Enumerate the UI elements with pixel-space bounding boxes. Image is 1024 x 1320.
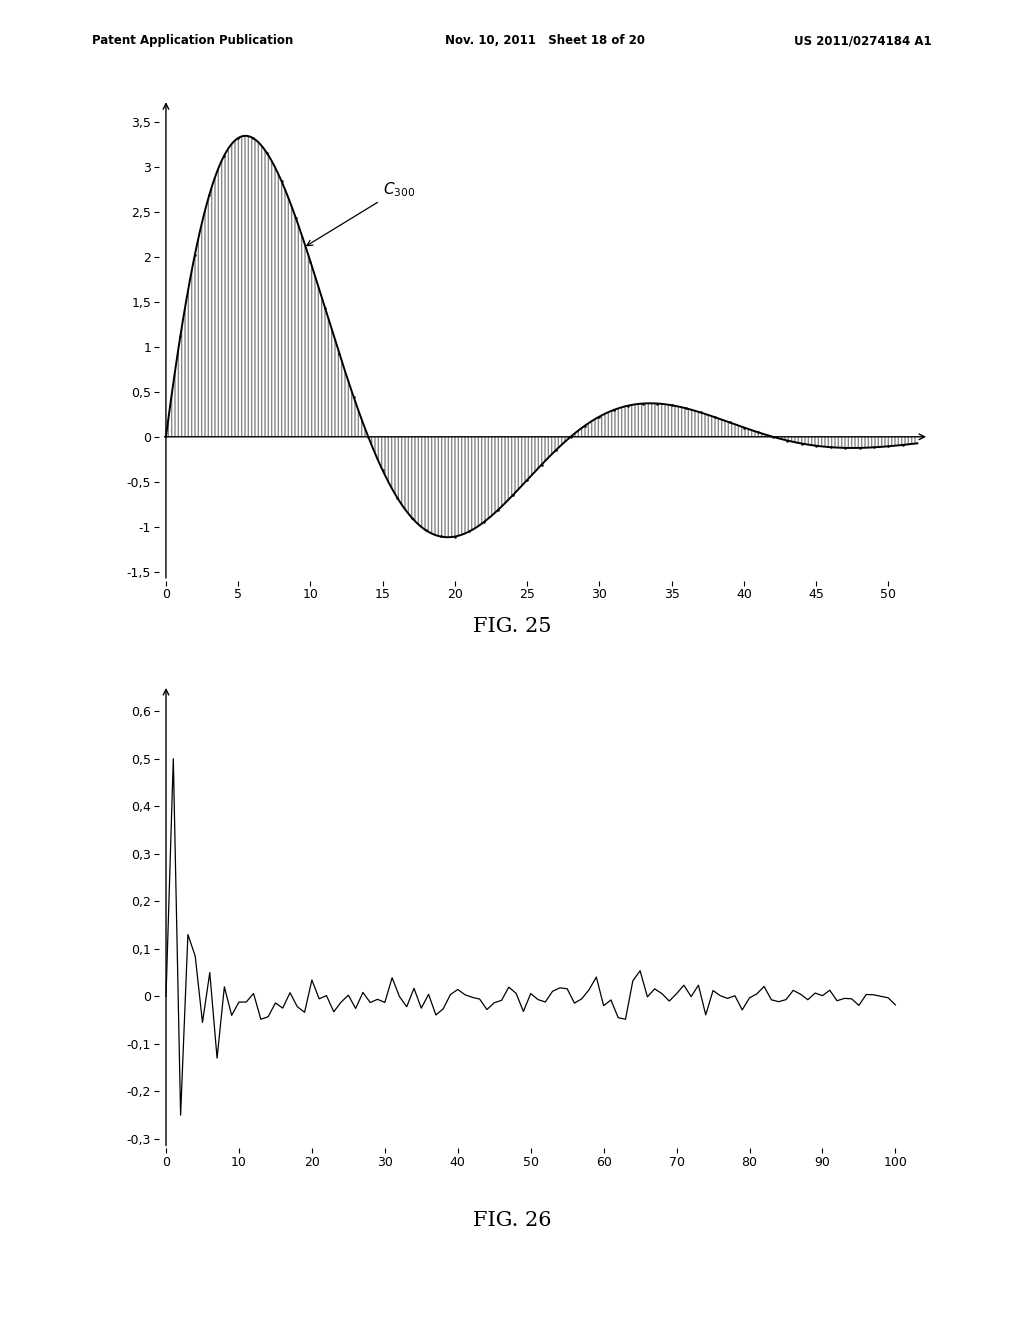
- Text: Nov. 10, 2011   Sheet 18 of 20: Nov. 10, 2011 Sheet 18 of 20: [445, 34, 645, 48]
- Text: FIG. 26: FIG. 26: [473, 1212, 551, 1230]
- Text: Patent Application Publication: Patent Application Publication: [92, 34, 294, 48]
- Text: US 2011/0274184 A1: US 2011/0274184 A1: [795, 34, 932, 48]
- Text: $C_{300}$: $C_{300}$: [307, 180, 415, 246]
- Text: FIG. 25: FIG. 25: [473, 618, 551, 636]
